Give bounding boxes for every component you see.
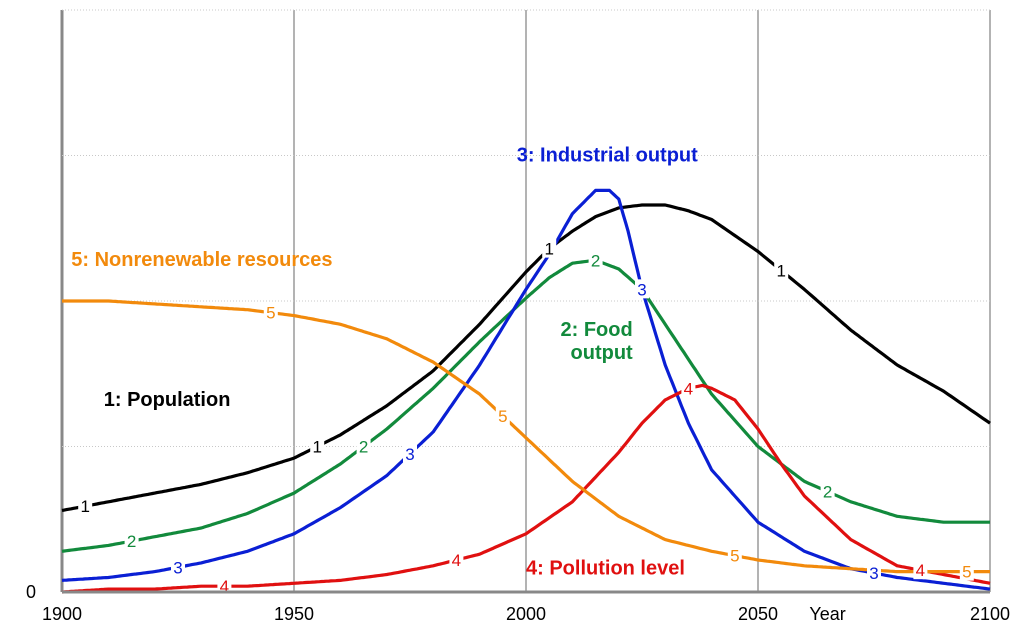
marker-resources-1: 5	[498, 407, 507, 426]
marker-pollution-2: 4	[684, 379, 693, 398]
marker-bg-resources-1	[495, 405, 510, 425]
marker-bg-industrial-2	[635, 279, 649, 299]
marker-bg-food-3	[820, 481, 835, 501]
marker-industrial-3: 3	[869, 564, 878, 583]
marker-food-0: 2	[127, 532, 136, 551]
marker-industrial-2: 3	[637, 280, 646, 299]
x-tick-1900: 1900	[42, 604, 82, 624]
marker-pollution-0: 4	[220, 577, 229, 596]
marker-bg-pollution-0	[217, 576, 232, 596]
marker-bg-pollution-3	[913, 560, 928, 580]
marker-bg-industrial-3	[867, 563, 881, 583]
marker-population-3: 1	[776, 261, 785, 280]
marker-bg-pollution-2	[681, 378, 696, 398]
axes: 1900 1950 2000 2050 2100 Year 0	[26, 582, 1010, 624]
marker-bg-food-1	[356, 436, 371, 456]
series-lines	[61, 188, 991, 594]
series-line-pollution	[61, 383, 991, 594]
marker-bg-population-1	[310, 436, 325, 456]
marker-bg-industrial-1	[403, 443, 417, 463]
marker-bg-industrial-0	[171, 557, 185, 577]
marker-population-0: 1	[80, 497, 89, 516]
label-resources: 5: Nonrenewable resources	[71, 249, 332, 271]
marker-bg-resources-0	[263, 302, 278, 322]
marker-bg-pollution-1	[449, 549, 464, 569]
y-tick-0: 0	[26, 582, 36, 602]
label-industrial: 3: Industrial output	[517, 144, 698, 166]
series-line-resources	[62, 299, 990, 574]
marker-resources-0: 5	[266, 304, 275, 323]
marker-bg-population-0	[78, 496, 93, 516]
marker-population-2: 1	[544, 240, 553, 259]
marker-bg-resources-3	[959, 561, 974, 581]
series-line-industrial	[61, 188, 991, 591]
series-markers: 1 1 1 1 2 2 2 2 3 3 3 3 4 4 4 4 5 5 5 5	[78, 238, 974, 596]
series-labels: 1: Population 2: Food output 3: Industrial …	[71, 144, 698, 579]
marker-resources-2: 5	[730, 547, 739, 566]
marker-pollution-1: 4	[452, 551, 461, 570]
label-pollution: 4: Pollution level	[526, 558, 685, 580]
grid	[60, 9, 991, 592]
marker-resources-3: 5	[962, 563, 971, 582]
x-tick-2050: 2050	[738, 604, 778, 624]
marker-industrial-1: 3	[405, 445, 414, 464]
series-line-food	[61, 258, 990, 553]
marker-industrial-0: 3	[173, 558, 182, 577]
marker-food-3: 2	[823, 483, 832, 502]
x-tick-1950: 1950	[274, 604, 314, 624]
marker-bg-food-0	[124, 531, 139, 551]
x-axis-label: Year	[809, 604, 845, 624]
marker-food-1: 2	[359, 438, 368, 457]
marker-pollution-3: 4	[916, 561, 925, 580]
marker-bg-population-2	[542, 238, 557, 258]
marker-bg-food-2	[588, 250, 603, 270]
marker-food-2: 2	[591, 251, 600, 270]
x-tick-2100: 2100	[970, 604, 1010, 624]
marker-bg-resources-2	[727, 545, 742, 565]
label-population: 1: Population	[104, 389, 231, 411]
series-line-population	[61, 203, 991, 513]
marker-population-1: 1	[312, 438, 321, 457]
x-tick-2000: 2000	[506, 604, 546, 624]
marker-bg-population-3	[774, 260, 789, 280]
label-food: 2: Food output	[561, 319, 634, 364]
